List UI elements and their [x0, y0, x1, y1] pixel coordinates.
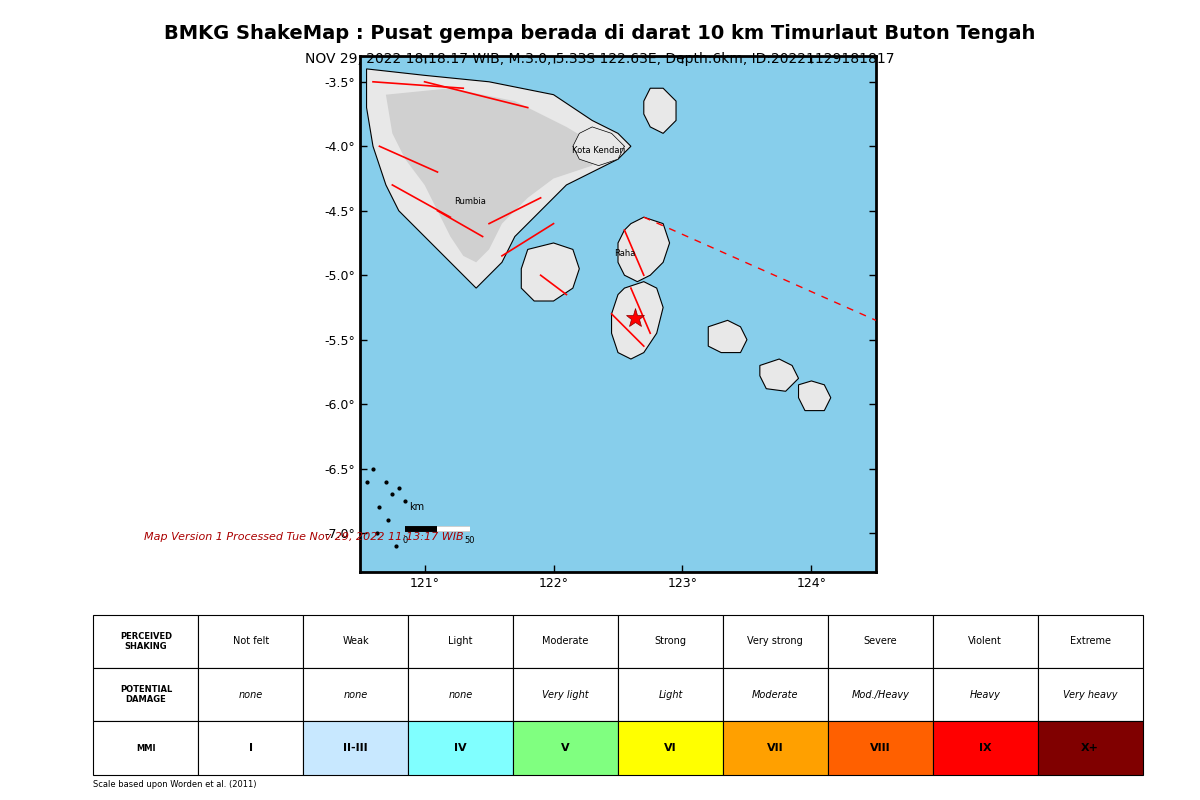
Text: NOV 29, 2022 18:18:17 WIB, M:3.0, 5.33S 122.63E, Depth:6km, ID:20221129181817: NOV 29, 2022 18:18:17 WIB, M:3.0, 5.33S … — [305, 52, 895, 66]
FancyBboxPatch shape — [304, 668, 408, 722]
Polygon shape — [798, 381, 830, 410]
Polygon shape — [366, 69, 631, 288]
Text: VII: VII — [767, 743, 784, 753]
Text: Map Version 1 Processed Tue Nov 29, 2022 11:13:17 WIB: Map Version 1 Processed Tue Nov 29, 2022… — [144, 532, 463, 542]
FancyBboxPatch shape — [828, 722, 932, 774]
Text: IV: IV — [455, 743, 467, 753]
Polygon shape — [643, 88, 676, 134]
Text: km: km — [409, 502, 425, 512]
Text: none: none — [239, 690, 263, 700]
FancyBboxPatch shape — [514, 722, 618, 774]
FancyBboxPatch shape — [618, 614, 722, 668]
FancyBboxPatch shape — [1038, 668, 1142, 722]
Text: none: none — [449, 690, 473, 700]
FancyBboxPatch shape — [408, 668, 514, 722]
Text: MMI: MMI — [136, 743, 156, 753]
FancyBboxPatch shape — [94, 668, 198, 722]
FancyBboxPatch shape — [828, 668, 932, 722]
Polygon shape — [618, 217, 670, 282]
Text: Not felt: Not felt — [233, 636, 269, 646]
FancyBboxPatch shape — [1038, 614, 1142, 668]
Text: II-III: II-III — [343, 743, 368, 753]
Text: V: V — [562, 743, 570, 753]
FancyBboxPatch shape — [408, 614, 514, 668]
Text: Light: Light — [659, 690, 683, 700]
FancyBboxPatch shape — [514, 668, 618, 722]
Text: Moderate: Moderate — [752, 690, 799, 700]
FancyBboxPatch shape — [828, 614, 932, 668]
Text: none: none — [343, 690, 368, 700]
Polygon shape — [708, 320, 746, 353]
Text: Moderate: Moderate — [542, 636, 589, 646]
FancyBboxPatch shape — [198, 614, 304, 668]
Text: Very strong: Very strong — [748, 636, 803, 646]
FancyBboxPatch shape — [304, 722, 408, 774]
FancyBboxPatch shape — [1038, 722, 1142, 774]
Text: Rumbia: Rumbia — [454, 198, 486, 206]
FancyBboxPatch shape — [722, 722, 828, 774]
FancyBboxPatch shape — [304, 614, 408, 668]
Text: Light: Light — [449, 636, 473, 646]
Text: Violent: Violent — [968, 636, 1002, 646]
Polygon shape — [521, 243, 580, 301]
FancyBboxPatch shape — [722, 668, 828, 722]
FancyBboxPatch shape — [722, 614, 828, 668]
Text: PERCEIVED
SHAKING: PERCEIVED SHAKING — [120, 631, 172, 651]
Text: Raha: Raha — [613, 249, 635, 258]
Text: BMKG ShakeMap : Pusat gempa berada di darat 10 km Timurlaut Buton Tengah: BMKG ShakeMap : Pusat gempa berada di da… — [164, 24, 1036, 43]
FancyBboxPatch shape — [618, 668, 722, 722]
FancyBboxPatch shape — [198, 668, 304, 722]
Text: Weak: Weak — [342, 636, 370, 646]
Polygon shape — [572, 127, 624, 166]
Polygon shape — [612, 282, 664, 359]
Text: 0: 0 — [403, 537, 408, 546]
Text: IX: IX — [979, 743, 991, 753]
Text: I: I — [248, 743, 253, 753]
FancyBboxPatch shape — [514, 614, 618, 668]
Text: VI: VI — [664, 743, 677, 753]
FancyBboxPatch shape — [94, 722, 198, 774]
Text: Severe: Severe — [864, 636, 898, 646]
Text: POTENTIAL
DAMAGE: POTENTIAL DAMAGE — [120, 685, 172, 704]
FancyBboxPatch shape — [932, 614, 1038, 668]
Text: Strong: Strong — [654, 636, 686, 646]
FancyBboxPatch shape — [932, 722, 1038, 774]
Text: Kota Kendari: Kota Kendari — [572, 146, 625, 154]
Polygon shape — [760, 359, 798, 391]
Polygon shape — [386, 88, 599, 262]
Text: Mod./Heavy: Mod./Heavy — [851, 690, 910, 700]
FancyBboxPatch shape — [932, 668, 1038, 722]
FancyBboxPatch shape — [618, 722, 722, 774]
Text: Scale based upon Worden et al. (2011): Scale based upon Worden et al. (2011) — [94, 780, 257, 790]
Text: VIII: VIII — [870, 743, 890, 753]
Text: Extreme: Extreme — [1069, 636, 1110, 646]
Text: Very light: Very light — [542, 690, 589, 700]
Text: Heavy: Heavy — [970, 690, 1001, 700]
FancyBboxPatch shape — [198, 722, 304, 774]
Text: Very heavy: Very heavy — [1063, 690, 1117, 700]
Text: X+: X+ — [1081, 743, 1099, 753]
FancyBboxPatch shape — [94, 614, 198, 668]
FancyBboxPatch shape — [408, 722, 514, 774]
Text: 50: 50 — [464, 537, 475, 546]
